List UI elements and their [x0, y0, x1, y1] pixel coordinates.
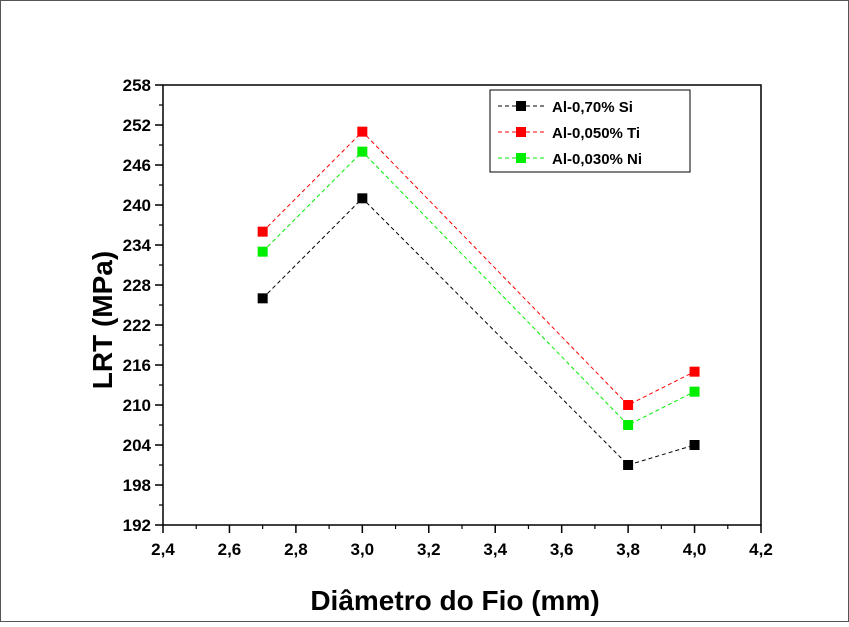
x-tick-label: 2,4	[151, 540, 175, 559]
y-tick-label: 210	[123, 396, 151, 415]
series-line	[262, 130, 695, 406]
x-tick-label: 3,8	[616, 540, 640, 559]
data-point	[623, 420, 634, 430]
data-point	[357, 193, 368, 204]
legend-entry: Al-0,70% Si	[552, 99, 633, 116]
data-point	[357, 146, 368, 157]
x-tick-label: 3,4	[483, 540, 507, 559]
x-tick-label: 3,6	[550, 540, 574, 559]
x-tick-label: 4,0	[683, 540, 707, 559]
series-line	[262, 197, 695, 466]
y-tick-label: 252	[123, 116, 151, 135]
x-tick-label: 2,8	[284, 540, 308, 559]
y-axis-label: LRT (MPa)	[87, 251, 118, 389]
y-tick-label: 228	[123, 276, 151, 295]
x-tick-label: 3,0	[351, 540, 375, 559]
data-point	[689, 440, 700, 450]
legend-swatch-marker	[516, 101, 526, 111]
series-line	[262, 150, 695, 426]
data-point	[257, 246, 268, 257]
y-tick-label: 234	[123, 236, 152, 255]
data-point	[623, 460, 634, 470]
data-point	[623, 400, 634, 410]
y-tick-label: 204	[123, 436, 152, 455]
x-tick-label: 4,2	[749, 540, 773, 559]
y-tick-label: 240	[123, 196, 151, 215]
y-tick-label: 192	[123, 516, 151, 535]
data-point	[357, 126, 368, 137]
y-tick-label: 246	[123, 156, 151, 175]
data-point	[257, 293, 268, 304]
y-tick-label: 216	[123, 356, 151, 375]
y-tick-label: 222	[123, 316, 151, 335]
legend-entry: Al-0,030% Ni	[552, 151, 642, 168]
legend-swatch-marker	[516, 153, 526, 163]
x-axis-label: Diâmetro do Fio (mm)	[310, 585, 599, 616]
data-point	[689, 366, 700, 377]
data-point	[257, 226, 268, 237]
x-tick-label: 3,2	[417, 540, 441, 559]
legend-swatch-marker	[516, 127, 526, 137]
legend-entry: Al-0,050% Ti	[552, 125, 640, 142]
y-tick-label: 198	[123, 476, 151, 495]
y-tick-label: 258	[123, 76, 151, 95]
x-tick-label: 2,6	[218, 540, 242, 559]
data-point	[689, 386, 700, 397]
